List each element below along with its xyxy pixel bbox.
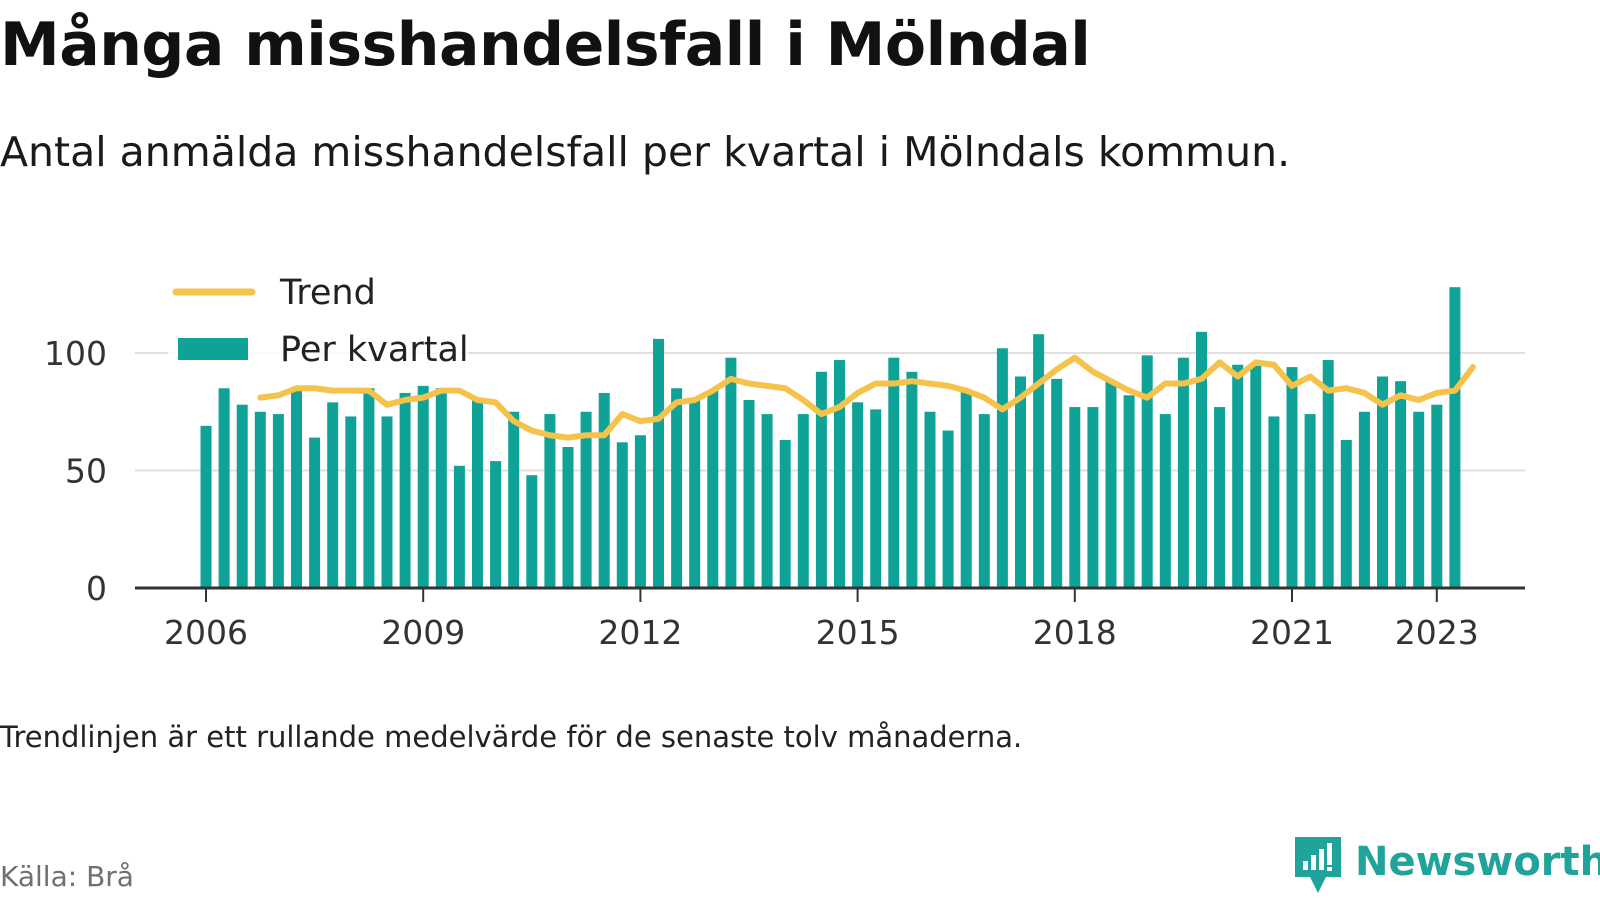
bar-per-kvartal bbox=[1177, 357, 1189, 588]
bar-per-kvartal bbox=[1431, 404, 1443, 588]
bar-per-kvartal bbox=[272, 414, 284, 588]
brand-name: Newsworthy bbox=[1355, 839, 1600, 885]
y-tick-label: 0 bbox=[86, 569, 107, 608]
bar-per-kvartal bbox=[725, 357, 737, 588]
bar-per-kvartal bbox=[797, 414, 809, 588]
bar-per-kvartal bbox=[924, 411, 936, 588]
bar-per-kvartal bbox=[363, 388, 375, 588]
bar-per-kvartal bbox=[1340, 439, 1352, 588]
footnote: Trendlinjen är ett rullande medelvärde f… bbox=[0, 720, 1023, 754]
legend-bars-swatch bbox=[178, 338, 248, 360]
bar-per-kvartal bbox=[562, 447, 574, 588]
bar-per-kvartal bbox=[852, 402, 864, 588]
bar-per-kvartal bbox=[906, 371, 918, 588]
bar-per-kvartal bbox=[417, 385, 429, 588]
bar-per-kvartal bbox=[508, 411, 520, 588]
bar-per-kvartal bbox=[834, 360, 845, 588]
x-tick-label: 2018 bbox=[1033, 613, 1117, 652]
legend-trend-label: Trend bbox=[279, 273, 376, 313]
legend-per-kvartal-label: Per kvartal bbox=[280, 330, 469, 370]
bar-per-kvartal bbox=[996, 348, 1008, 588]
bar-per-kvartal bbox=[888, 357, 900, 588]
bar-per-kvartal bbox=[453, 465, 465, 588]
chart-subtitle: Antal anmälda misshandelsfall per kvarta… bbox=[0, 128, 1291, 176]
bar-per-kvartal bbox=[1069, 407, 1081, 588]
bar-per-kvartal bbox=[1105, 381, 1117, 588]
bar-per-kvartal bbox=[1051, 378, 1063, 588]
bar-per-kvartal bbox=[870, 409, 882, 588]
bar-per-kvartal bbox=[218, 388, 230, 588]
y-tick-label: 50 bbox=[65, 452, 107, 491]
bar-per-kvartal bbox=[526, 475, 538, 588]
x-tick-label: 2015 bbox=[816, 613, 900, 652]
bar-per-kvartal bbox=[743, 400, 755, 588]
brand-logo: Newsworthy bbox=[1293, 837, 1600, 897]
bar-per-kvartal bbox=[1449, 287, 1461, 588]
bar-per-kvartal bbox=[327, 402, 339, 588]
bar-per-kvartal bbox=[1304, 414, 1316, 588]
bar-per-kvartal bbox=[1413, 411, 1425, 588]
bar-per-kvartal bbox=[1033, 334, 1045, 588]
x-tick-label: 2012 bbox=[598, 613, 682, 652]
chart-title: Många misshandelsfall i Mölndal bbox=[0, 10, 1091, 80]
bar-per-kvartal bbox=[779, 439, 791, 588]
source-label: Källa: Brå bbox=[0, 860, 134, 893]
bar-per-kvartal bbox=[544, 414, 556, 588]
bar-per-kvartal bbox=[1250, 364, 1262, 588]
bar-per-kvartal bbox=[236, 404, 248, 588]
bar-per-kvartal bbox=[671, 388, 683, 588]
x-tick-label: 2006 bbox=[164, 613, 248, 652]
bar-per-kvartal bbox=[1214, 407, 1226, 588]
bar-per-kvartal bbox=[1268, 416, 1280, 588]
bar-per-kvartal bbox=[1015, 376, 1026, 588]
bar-per-kvartal bbox=[707, 390, 719, 588]
bar-per-kvartal bbox=[200, 425, 212, 588]
bar-per-kvartal bbox=[1395, 381, 1407, 588]
bar-per-kvartal bbox=[1123, 395, 1135, 588]
bar-per-kvartal bbox=[1159, 414, 1171, 588]
bar-per-kvartal bbox=[598, 392, 610, 588]
bar-per-kvartal bbox=[291, 390, 302, 588]
bar-per-kvartal bbox=[815, 371, 827, 588]
bar-per-kvartal bbox=[1141, 355, 1153, 588]
bar-per-kvartal bbox=[634, 435, 646, 588]
bar-per-kvartal bbox=[345, 416, 357, 588]
bar-per-kvartal bbox=[580, 411, 592, 588]
bar-per-kvartal bbox=[1377, 376, 1388, 588]
bar-per-kvartal bbox=[1087, 407, 1099, 588]
bar-per-kvartal bbox=[435, 388, 447, 588]
bar-per-kvartal bbox=[960, 390, 972, 588]
bar-per-kvartal bbox=[490, 461, 502, 588]
bar-per-kvartal bbox=[653, 338, 664, 588]
newsworthy-logo-icon bbox=[1295, 837, 1341, 893]
bar-per-kvartal bbox=[978, 414, 990, 588]
bar-per-kvartal bbox=[1286, 367, 1298, 588]
bar-chart: 0 50 100 Trend Per kvartal 2006 2009 2012 2015 20… bbox=[44, 270, 1525, 652]
bar-per-kvartal bbox=[1322, 360, 1334, 588]
bar-per-kvartal bbox=[472, 400, 483, 588]
bar-per-kvartal bbox=[254, 411, 266, 588]
bar-per-kvartal bbox=[1196, 331, 1207, 588]
x-tick-label: 2009 bbox=[381, 613, 465, 652]
bar-per-kvartal bbox=[1358, 411, 1370, 588]
bar-per-kvartal bbox=[942, 430, 954, 588]
bar-per-kvartal bbox=[761, 414, 773, 588]
bar-per-kvartal bbox=[1232, 364, 1244, 588]
bar-per-kvartal bbox=[399, 392, 411, 588]
y-tick-label: 100 bbox=[44, 334, 107, 373]
bar-per-kvartal bbox=[616, 442, 628, 588]
x-tick-label: 2023 bbox=[1395, 613, 1479, 652]
bar-per-kvartal bbox=[381, 416, 393, 588]
trend-line bbox=[257, 354, 1476, 441]
bar-per-kvartal bbox=[689, 397, 701, 588]
bar-per-kvartal bbox=[309, 437, 321, 588]
x-tick-label: 2021 bbox=[1250, 613, 1334, 652]
